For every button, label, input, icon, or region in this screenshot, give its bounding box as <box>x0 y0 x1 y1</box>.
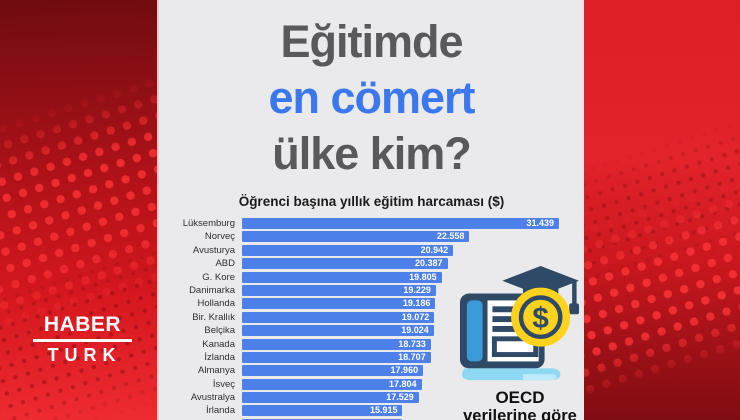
bar-category-label: Avusturya <box>192 244 235 256</box>
bar-row: Avustralya 17.529 <box>159 392 584 404</box>
bar: 15.915 <box>242 405 403 417</box>
bar-row: Norveç 22.558 <box>159 231 584 243</box>
source-line-1: OECD <box>495 388 545 407</box>
bar: 19.072 <box>242 311 435 323</box>
bar-track: 19.229 <box>242 284 584 296</box>
bar-track: 19.805 <box>242 271 584 283</box>
bar-row: Hollanda 19.186 <box>159 298 584 310</box>
bar: 17.804 <box>242 378 422 390</box>
bar-row: Avusturya 20.942 <box>159 244 584 256</box>
bar-track: 17.529 <box>242 392 584 404</box>
bar-category-label: Belçika <box>204 325 235 337</box>
bar: 31.439 <box>242 218 559 229</box>
bar-track: 19.072 <box>242 311 584 323</box>
right-red-panel <box>584 0 740 420</box>
bar-track: 15.915 <box>242 405 584 417</box>
halftone-pattern <box>584 164 740 416</box>
bar: 19.024 <box>242 325 434 337</box>
bar-category-label: Almanya <box>198 365 235 377</box>
bar: 19.805 <box>242 271 442 283</box>
logo-line-turk: TURK <box>47 345 122 365</box>
bar: 19.186 <box>242 298 436 310</box>
bar-category-label: Bir. Krallık <box>192 311 235 323</box>
bar: 20.942 <box>242 244 454 256</box>
bar-track: 18.733 <box>242 338 584 350</box>
logo-line-haber: HABER <box>33 314 132 342</box>
bar-row: Almanya 17.960 <box>159 365 584 377</box>
bar-track: 20.387 <box>242 258 584 270</box>
bar-row: Danimarka 19.229 <box>159 284 584 296</box>
bar: 18.733 <box>242 338 431 350</box>
bar-row: Lüksemburg 31.439 <box>159 218 584 229</box>
bar-category-label: İsveç <box>212 378 235 390</box>
book-coin-graduation-icon: $ <box>459 266 580 381</box>
bar: 19.229 <box>242 284 436 296</box>
bar-row: İzlanda 18.707 <box>159 351 584 363</box>
svg-text:$: $ <box>532 302 548 335</box>
bar-category-label: ABD <box>215 258 235 270</box>
infographic-card: Eğitimde en cömert ülke kim? Öğrenci baş… <box>157 0 584 420</box>
title-line-2: en cömert <box>268 72 475 123</box>
bar-track: 18.707 <box>242 351 584 363</box>
bar-category-label: İzlanda <box>204 351 235 363</box>
bar-row: G. Kore 19.805 <box>159 271 584 283</box>
halftone-pattern <box>584 104 740 308</box>
bar-row: Kanada 18.733 <box>159 338 584 350</box>
left-red-panel: HABER TURK <box>0 0 157 420</box>
bar-category-label: İrlanda <box>205 405 235 417</box>
chart-title: Öğrenci başına yıllık eğitim harcaması (… <box>238 194 505 209</box>
bar-category-label: Hollanda <box>197 298 236 310</box>
bar-category-label: Danimarka <box>189 284 235 296</box>
bar-category-label: Norveç <box>204 231 235 243</box>
bar-row: ABD 20.387 <box>159 258 584 270</box>
bar: 22.558 <box>242 231 470 243</box>
bar-category-label: Lüksemburg <box>182 218 235 229</box>
page-title: Eğitimde en cömert ülke kim? <box>159 14 584 182</box>
bar-track: 19.186 <box>242 298 584 310</box>
bar-track: 17.960 <box>242 365 584 377</box>
bar-row: İrlanda 15.915 <box>159 405 584 417</box>
bar-chart: Lüksemburg 31.439 Norveç 22.558 Avusturya 20.… <box>159 218 584 419</box>
bar-track: 20.942 <box>242 244 584 256</box>
source-line-2: verilerine göre <box>463 407 577 420</box>
bar: 17.529 <box>242 392 419 404</box>
bar-row: İsveç 17.804 <box>159 378 584 390</box>
bar-category-label: G. Kore <box>202 271 235 283</box>
title-line-1: Eğitimde <box>280 16 463 67</box>
bar-category-label: Kanada <box>202 338 235 350</box>
haberturk-logo: HABER TURK <box>33 314 132 364</box>
halftone-pattern <box>0 64 157 356</box>
bar-category-label: Avustralya <box>190 392 235 404</box>
bar-track: 31.439 <box>242 218 584 229</box>
bar-row: Bir. Krallık 19.072 <box>159 311 584 323</box>
bar-track: 22.558 <box>242 231 584 243</box>
bar: 18.707 <box>242 351 431 363</box>
bar-track: 17.804 <box>242 378 584 390</box>
bar-track: 19.024 <box>242 325 584 337</box>
bar-row: Belçika 19.024 <box>159 325 584 337</box>
bar: 17.960 <box>242 365 424 377</box>
bar: 20.387 <box>242 258 448 270</box>
source-note: OECD verilerine göre <box>445 388 584 420</box>
title-line-3: ülke kim? <box>272 128 472 179</box>
